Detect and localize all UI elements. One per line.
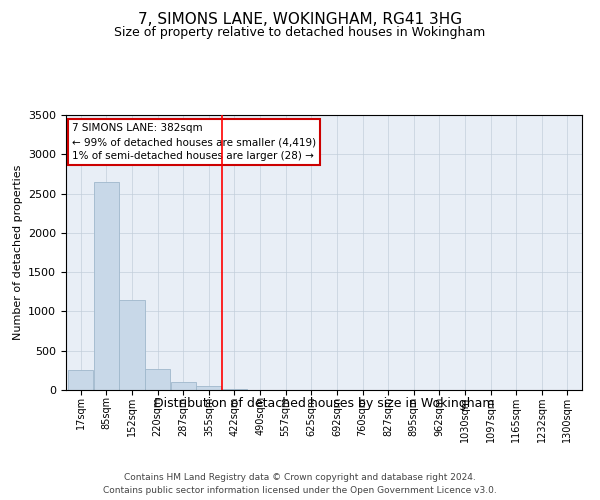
Bar (119, 300, 145, 390)
Text: Size of property relative to detached houses in Wokingham: Size of property relative to detached ho… (115, 26, 485, 39)
Bar (94, 182, 119, 390)
Bar (170, 382, 196, 390)
Y-axis label: Number of detached properties: Number of detached properties (13, 165, 23, 340)
Bar (145, 369, 170, 390)
Text: 7, SIMONS LANE, WOKINGHAM, RG41 3HG: 7, SIMONS LANE, WOKINGHAM, RG41 3HG (138, 12, 462, 28)
Text: Contains HM Land Registry data © Crown copyright and database right 2024.
Contai: Contains HM Land Registry data © Crown c… (103, 474, 497, 495)
Bar (196, 386, 221, 390)
Bar (68, 370, 94, 390)
Bar (222, 389, 247, 390)
Text: Distribution of detached houses by size in Wokingham: Distribution of detached houses by size … (154, 398, 494, 410)
Text: 7 SIMONS LANE: 382sqm
← 99% of detached houses are smaller (4,419)
1% of semi-de: 7 SIMONS LANE: 382sqm ← 99% of detached … (72, 123, 316, 161)
